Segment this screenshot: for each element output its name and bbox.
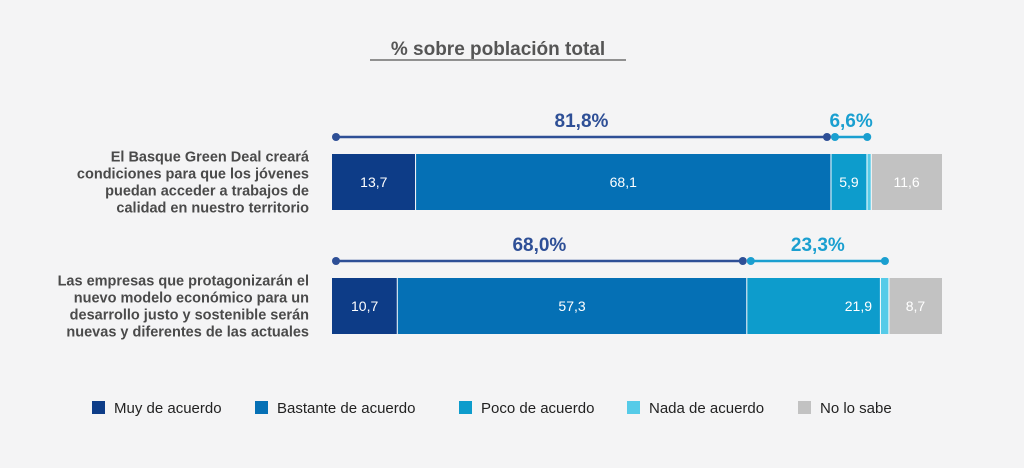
bar-segment [871,154,942,210]
legend-label: Poco de acuerdo [481,400,594,417]
group-total-label: 6,6% [829,111,872,132]
category-label: nuevo modelo económico para un [74,291,309,307]
group-bracket-dot [332,257,340,265]
group-bracket-dot [830,133,839,141]
bar-value-label: 57,3 [558,298,585,314]
category-label: condiciones para que los jóvenes [77,167,309,183]
legend-label: Bastante de acuerdo [277,400,415,417]
group-bracket-dot [822,133,831,141]
group-bracket-dot [738,257,747,265]
bar-value-label: 21,9 [845,298,872,314]
category-label: calidad en nuestro territorio [116,201,309,217]
bar-segment [332,278,398,334]
legend-swatch [459,401,472,414]
category-label: El Basque Green Deal creará [111,150,310,166]
bar-segment [415,154,831,210]
bar-value-label: 5,9 [839,174,859,190]
bar-value-label: 8,7 [906,298,926,314]
legend-label: No lo sabe [820,400,892,417]
bar-segment [888,278,942,334]
bar-segment [866,154,872,210]
legend-swatch [798,401,811,414]
group-bracket-dot [332,133,340,141]
bar-value-label: 68,1 [610,174,637,190]
category-label: desarrollo justo y sostenible serán [70,308,309,324]
legend-label: Nada de acuerdo [649,400,764,417]
group-total-label: 68,0% [512,235,566,256]
group-bracket-dot [746,257,755,265]
legend-swatch [255,401,268,414]
bar-segment [746,278,881,334]
legend-label: Muy de acuerdo [114,400,222,417]
category-label: Las empresas que protagonizarán el [58,274,309,290]
bar-segment [332,154,416,210]
group-bracket-dot [863,133,872,141]
legend-swatch [627,401,640,414]
bar-segment [830,154,867,210]
group-bracket-dot [880,257,889,265]
bar-value-label: 11,6 [894,174,920,190]
chart-title: % sobre población total [391,39,605,60]
bar-segment [880,278,889,334]
legend-swatch [92,401,105,414]
category-label: puedan acceder a trabajos de [105,184,309,200]
group-total-label: 81,8% [555,111,609,132]
legend: Muy de acuerdo Bastante de acuerdo Poco de… [92,400,892,417]
bar-value-label: 13,7 [360,174,387,190]
bar-value-label: 10,7 [351,298,378,314]
group-total-label: 23,3% [791,235,845,256]
category-label: nuevas y diferentes de las actuales [66,325,309,341]
bar-segment [397,278,747,334]
